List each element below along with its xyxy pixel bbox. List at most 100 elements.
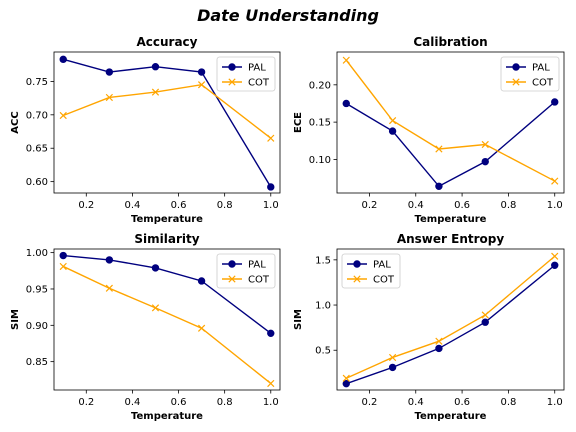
chart-similarity: Similarity 0.2 0.4 0.6 0.8 1.0 0.85 0.90 0.95 1.0…: [10, 232, 281, 422]
x-tick-label: 0.4: [408, 397, 424, 408]
legend-marker: [228, 260, 236, 268]
legend-marker: [228, 78, 236, 86]
legend: PAL COT: [216, 253, 276, 289]
legend-label: COT: [248, 78, 270, 89]
data-point: [59, 251, 67, 260]
legend: PAL COT: [216, 56, 276, 92]
x-tick-label: 0.6: [454, 200, 470, 211]
x-tick-label: 1.0: [263, 397, 279, 408]
x-axis-label: Temperature: [415, 411, 487, 422]
data-point: [342, 56, 350, 64]
x-tick-label: 0.8: [217, 200, 233, 211]
figure-title: Date Understanding: [197, 6, 379, 25]
data-point: [105, 68, 114, 76]
legend-label: PAL: [248, 260, 266, 271]
legend-marker: [512, 63, 520, 71]
x-tick-label: 0.2: [78, 397, 94, 408]
data-point: [151, 63, 160, 71]
data-point: [197, 277, 206, 285]
legend: PAL COT: [341, 253, 401, 289]
data-point: [388, 353, 397, 362]
y-tick-label: 0.70: [26, 110, 48, 121]
series-line: [345, 101, 556, 188]
series-cot: [59, 262, 275, 388]
x-axis-label: Temperature: [415, 214, 487, 225]
data-point: [105, 256, 114, 264]
y-tick-label: 0.90: [26, 321, 48, 332]
series-pal: [59, 55, 275, 191]
data-point: [59, 262, 67, 271]
legend-entry-cot: COT: [347, 275, 395, 286]
x-axis-label: Temperature: [131, 214, 203, 225]
legend-entry-cot: COT: [222, 275, 270, 286]
data-point: [342, 379, 350, 388]
legend-label: PAL: [373, 260, 391, 271]
data-point: [267, 329, 275, 338]
x-tick-label: 0.6: [454, 397, 470, 408]
series-pal: [342, 98, 559, 190]
x-tick-label: 0.6: [171, 397, 187, 408]
y-tick-label: 1.0: [315, 301, 331, 312]
chart-accuracy: Accuracy 0.2 0.4 0.6 0.8 1.0 0.60 0.65 0.70 0.75 T…: [10, 35, 281, 225]
x-tick-label: 0.6: [171, 200, 187, 211]
x-tick-label: 1.0: [547, 397, 563, 408]
data-point: [435, 182, 443, 190]
data-point: [151, 88, 160, 96]
data-point: [267, 183, 275, 191]
legend-label: PAL: [248, 63, 266, 74]
legend-entry-pal: PAL: [222, 63, 266, 74]
data-point: [151, 264, 160, 272]
y-tick-label: 0.60: [26, 177, 48, 188]
y-tick-label: 0.20: [309, 80, 331, 91]
legend-label: COT: [532, 78, 554, 89]
data-point: [435, 145, 443, 153]
data-point: [435, 337, 443, 345]
legend-label: COT: [373, 275, 395, 286]
data-point: [342, 374, 350, 382]
y-tick-label: 0.95: [26, 284, 48, 295]
legend-entry-pal: PAL: [222, 260, 266, 271]
x-tick-label: 0.8: [217, 397, 233, 408]
x-tick-label: 1.0: [263, 200, 279, 211]
panel-title: Accuracy: [136, 35, 197, 49]
data-point: [551, 261, 559, 269]
x-tick-label: 0.4: [408, 200, 424, 211]
legend-marker: [353, 275, 361, 283]
y-axis-label: SIM: [293, 309, 304, 330]
y-axis-label: ACC: [10, 111, 21, 133]
legend-entry-cot: COT: [506, 78, 554, 89]
y-tick-label: 0.75: [26, 77, 48, 88]
x-axis-label: Temperature: [131, 411, 203, 422]
data-point: [388, 363, 397, 372]
y-axis-label: ECE: [293, 112, 304, 133]
legend-marker: [512, 78, 520, 86]
legend: PAL COT: [500, 56, 560, 92]
data-point: [342, 99, 350, 108]
data-point: [481, 157, 489, 166]
series-cot: [342, 56, 559, 185]
panel-title: Similarity: [134, 232, 199, 246]
data-point: [197, 68, 206, 76]
data-point: [267, 379, 275, 388]
y-tick-label: 0.85: [26, 357, 48, 368]
data-point: [435, 344, 443, 353]
data-point: [481, 318, 489, 326]
series-pal: [59, 251, 275, 338]
y-tick-label: 0.10: [309, 155, 331, 166]
x-tick-label: 0.2: [78, 200, 94, 211]
data-point: [197, 81, 206, 89]
series-cot: [59, 81, 275, 142]
x-tick-label: 0.4: [124, 397, 140, 408]
data-point: [197, 324, 206, 332]
x-tick-label: 0.8: [500, 397, 516, 408]
data-point: [481, 140, 489, 149]
data-point: [388, 117, 397, 125]
legend-entry-cot: COT: [222, 78, 270, 89]
axes-frame: [53, 248, 281, 391]
data-point: [151, 304, 160, 312]
data-point: [551, 177, 559, 185]
y-tick-label: 1.00: [26, 248, 48, 259]
data-point: [59, 111, 67, 120]
legend-label: PAL: [532, 63, 550, 74]
